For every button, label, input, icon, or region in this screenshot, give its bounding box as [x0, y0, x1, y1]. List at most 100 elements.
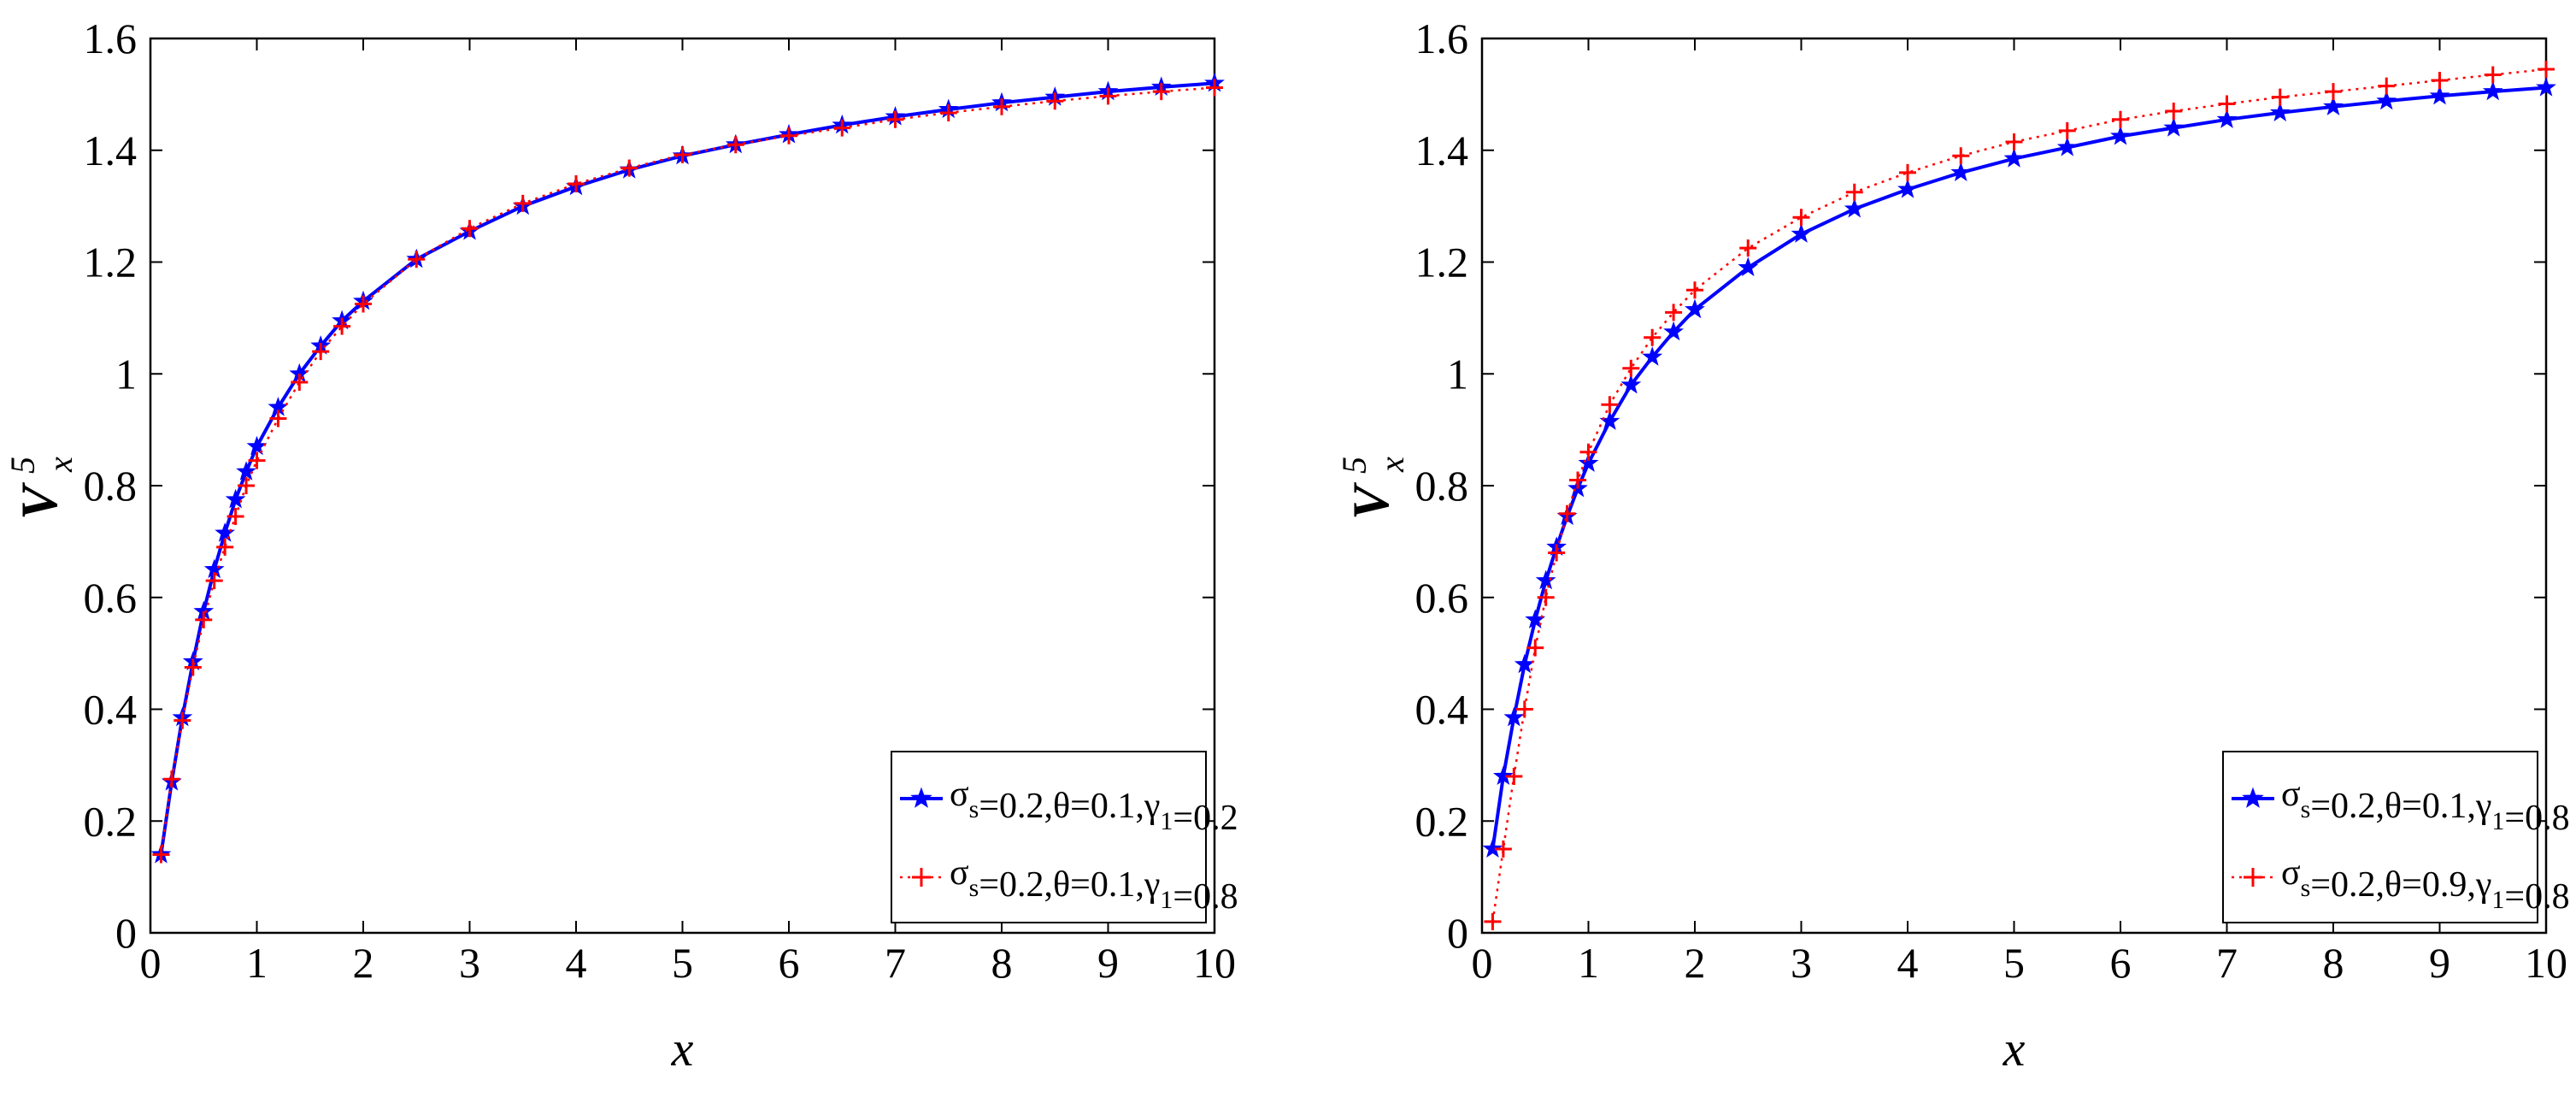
- data-point: [2325, 83, 2342, 101]
- data-point: [1579, 443, 1597, 461]
- data-point: [993, 97, 1010, 115]
- legend-label: σs=0.2,θ=0.9,γ1=0.8: [2281, 853, 2570, 917]
- legend-label: σs=0.2,θ=0.1,γ1=0.8: [950, 853, 1238, 917]
- data-point: [1950, 162, 1972, 182]
- data-point: [1845, 183, 1863, 201]
- x-tick-label: 5: [672, 939, 693, 987]
- legend-marker: [2242, 787, 2264, 808]
- legend: σs=0.2,θ=0.1,γ1=0.8 σs=0.2,θ=0.9,γ1=0.8: [2222, 751, 2570, 923]
- y-axis-label-superscript: 5: [1335, 457, 1373, 474]
- data-point: [408, 251, 426, 268]
- data-point: [248, 451, 266, 469]
- data-point: [1844, 198, 1865, 218]
- data-point: [1206, 79, 1223, 97]
- x-tick-label: 2: [1685, 939, 1706, 987]
- data-point: [195, 610, 213, 628]
- legend-entry: σs=0.2,θ=0.1,γ1=0.2: [900, 775, 1238, 838]
- y-axis-label-base: V: [1343, 481, 1399, 520]
- data-point: [236, 461, 256, 481]
- data-point: [1099, 87, 1117, 105]
- data-point: [1665, 304, 1683, 321]
- data-point: [1569, 471, 1587, 489]
- y-tick-label: 1.4: [84, 127, 138, 174]
- x-tick-label: 8: [2323, 939, 2344, 987]
- data-point: [246, 435, 268, 456]
- data-point: [1620, 374, 1642, 394]
- data-point: [1537, 588, 1555, 606]
- data-point: [1526, 639, 1544, 657]
- y-tick-label: 0.2: [1415, 797, 1469, 845]
- data-point: [1484, 912, 1502, 930]
- y-tick-label: 1: [1447, 350, 1468, 398]
- data-point: [1515, 700, 1533, 718]
- data-point: [291, 374, 309, 392]
- legend-marker: [2244, 868, 2262, 887]
- x-tick-label: 2: [353, 939, 374, 987]
- data-point: [568, 174, 585, 192]
- data-point: [2112, 110, 2129, 128]
- data-point: [1578, 452, 1599, 472]
- y-tick-label: 0.8: [1415, 462, 1469, 510]
- data-point: [225, 488, 246, 509]
- data-point: [205, 572, 223, 590]
- data-point: [1791, 223, 1812, 243]
- data-point: [1738, 257, 1759, 277]
- data-point: [1548, 544, 1566, 562]
- x-tick-label: 8: [991, 939, 1013, 987]
- x-tick-label: 1: [1578, 939, 1599, 987]
- y-tick-label: 0: [1447, 909, 1468, 957]
- y-axis-label-base: V: [11, 481, 68, 520]
- data-point: [1535, 569, 1556, 590]
- x-tick-label: 7: [2216, 939, 2238, 987]
- data-point: [2165, 102, 2183, 120]
- x-tick-label: 9: [1097, 939, 1119, 987]
- legend-box: [891, 751, 1207, 923]
- series-1: [1484, 60, 2555, 930]
- data-point: [216, 538, 234, 556]
- legend-entry: σs=0.2,θ=0.1,γ1=0.8: [2232, 775, 2570, 838]
- data-point: [1899, 163, 1916, 181]
- data-point: [1503, 706, 1525, 727]
- y-tick-label: 0.4: [1415, 686, 1469, 734]
- data-point: [2269, 102, 2291, 122]
- data-point: [2429, 85, 2450, 105]
- y-tick-label: 1.6: [84, 15, 138, 62]
- data-point: [514, 194, 532, 212]
- legend-entry: σs=0.2,θ=0.1,γ1=0.8: [900, 853, 1238, 917]
- data-point: [1897, 178, 1918, 198]
- data-point: [1482, 838, 1503, 858]
- data-point: [1792, 209, 1810, 227]
- series-1: [152, 79, 1223, 864]
- data-point: [238, 477, 256, 494]
- y-tick-label: 0.2: [84, 797, 138, 845]
- data-point: [461, 220, 479, 238]
- data-point: [886, 110, 904, 128]
- data-point: [162, 770, 180, 788]
- x-tick-label: 5: [2003, 939, 2025, 987]
- data-point: [1601, 396, 1619, 414]
- data-point: [269, 410, 287, 428]
- data-point: [1514, 653, 1535, 674]
- data-point: [1644, 328, 1661, 346]
- data-point: [620, 159, 638, 177]
- legend: σs=0.2,θ=0.1,γ1=0.2 σs=0.2,θ=0.1,γ1=0.8: [891, 751, 1238, 923]
- data-point: [2538, 60, 2555, 78]
- data-point: [780, 127, 797, 144]
- y-axis-label-superscript: 5: [3, 457, 42, 474]
- x-tick-label: 7: [885, 939, 906, 987]
- data-point: [2536, 76, 2556, 97]
- y-tick-label: 1: [115, 350, 137, 398]
- legend-entry: σs=0.2,θ=0.9,γ1=0.8: [2232, 853, 2570, 917]
- data-point: [1642, 346, 1663, 366]
- data-point: [2216, 109, 2238, 128]
- legend-marker: [912, 868, 931, 887]
- data-point: [2056, 137, 2078, 156]
- data-point: [2484, 66, 2502, 84]
- data-point: [355, 295, 372, 313]
- y-tick-label: 1.6: [1415, 15, 1469, 62]
- data-point: [333, 317, 351, 335]
- y-tick-label: 0.6: [84, 574, 138, 622]
- data-point: [1558, 504, 1576, 522]
